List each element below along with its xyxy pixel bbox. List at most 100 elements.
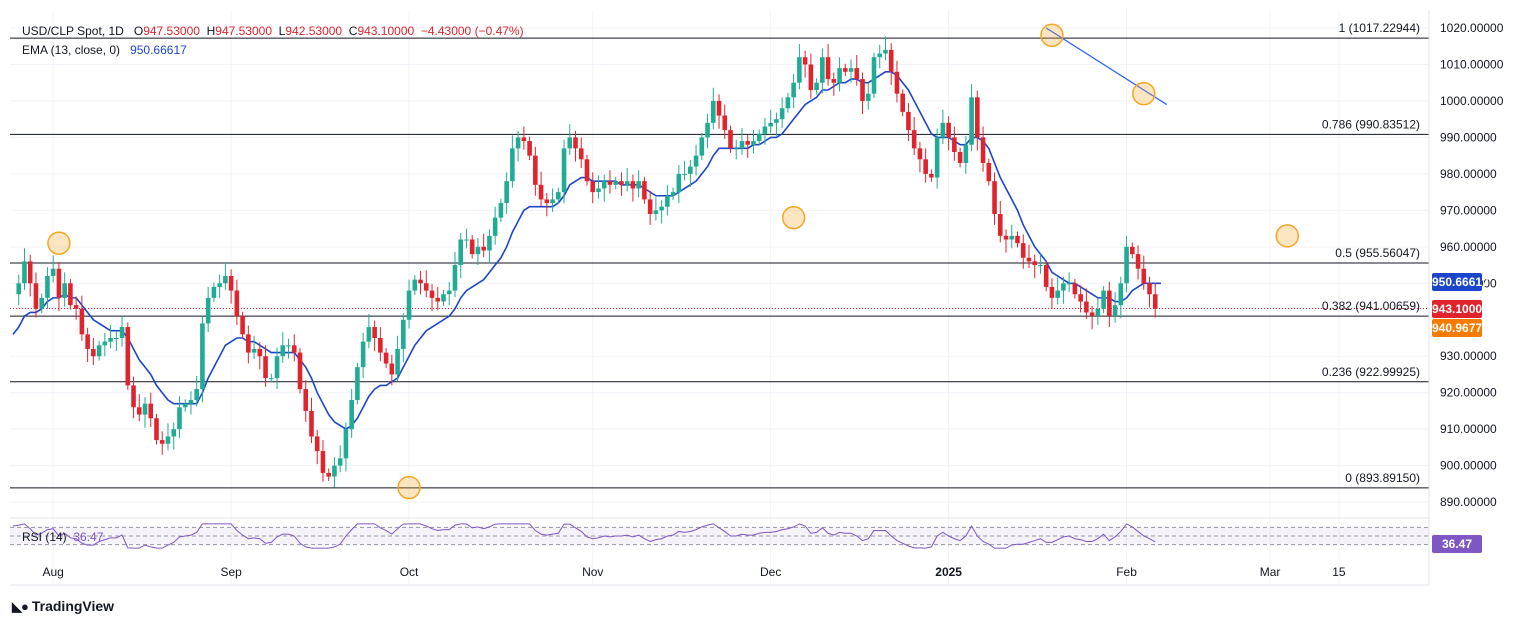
candle-body: [900, 93, 905, 112]
time-tick-label: Mar: [1260, 565, 1281, 579]
candle-body: [378, 337, 383, 353]
candle-body: [165, 436, 171, 444]
candle-body: [538, 184, 544, 200]
candle-body: [854, 68, 860, 80]
candle-body: [326, 472, 331, 477]
candle-body: [779, 108, 785, 120]
candle-body: [997, 213, 1003, 236]
candle-body: [16, 283, 22, 295]
price-tick-label: 920.00000: [1440, 386, 1497, 400]
time-tick-label: Aug: [43, 565, 64, 579]
candle-body: [865, 93, 871, 101]
candle-body: [963, 144, 969, 163]
candle-body: [607, 181, 613, 185]
time-tick-label: 2025: [935, 565, 962, 579]
candle-body: [343, 429, 349, 459]
price-tick-label: 900.00000: [1440, 459, 1497, 473]
candle-body: [1072, 283, 1078, 295]
legend-ohlc: USD/CLP Spot, 1D O947.53000 H947.53000 L…: [22, 24, 524, 38]
candle-body: [1141, 268, 1147, 284]
candle-body: [561, 148, 567, 193]
candle-body: [802, 57, 808, 65]
ema-price-badge: 950.66617: [1432, 273, 1489, 291]
candle-body: [814, 82, 819, 90]
candle-body: [263, 356, 268, 379]
candle-body: [860, 79, 865, 101]
candle-body: [929, 173, 934, 178]
fib-level-label: 0.5 (955.56047): [1335, 246, 1420, 260]
candle-body: [797, 57, 802, 83]
tradingview-logo[interactable]: ◣● TradingView: [12, 598, 114, 615]
candle-body: [659, 206, 664, 211]
candles: [16, 36, 1158, 488]
candle-body: [1147, 283, 1152, 295]
candle-body: [79, 308, 85, 335]
candle-body: [22, 261, 27, 284]
candle-body: [286, 345, 291, 347]
candle-body: [50, 268, 56, 276]
candle-body: [383, 352, 389, 364]
candle-body: [246, 334, 251, 353]
price-tick-label: 990.00000: [1440, 130, 1497, 144]
candle-body: [601, 181, 607, 189]
candle-body: [33, 283, 39, 309]
swing-marker: [1275, 224, 1300, 248]
candle-body: [401, 319, 406, 349]
candle-body: [154, 418, 159, 441]
candle-body: [533, 155, 538, 185]
candle-body: [670, 192, 676, 196]
close-price-badge: 943.10000: [1432, 300, 1489, 318]
time-axis[interactable]: Aug Sep Oct Nov Dec 2025 Feb Mar 15: [43, 565, 1346, 579]
candle-body: [418, 279, 423, 284]
candle-body: [877, 53, 883, 58]
candle-body: [441, 294, 446, 302]
price-tick-label: 930.00000: [1440, 349, 1497, 363]
candle-body: [906, 111, 911, 131]
candle-body: [515, 137, 521, 149]
candle-body: [768, 122, 773, 127]
swing-marker: [47, 231, 71, 255]
candle-body: [1089, 312, 1095, 317]
candle-body: [389, 363, 395, 375]
price-tick-label: 980.00000: [1440, 167, 1497, 181]
high-value: 947.53000: [215, 24, 272, 38]
candle-body: [1055, 290, 1060, 298]
candle-body: [946, 122, 951, 138]
candle-body: [894, 71, 900, 94]
candle-body: [177, 407, 182, 430]
candle-body: [510, 148, 515, 182]
candle-body: [182, 403, 188, 408]
open-value: 947.53000: [143, 24, 200, 38]
candle-body: [131, 385, 136, 408]
candle-body: [745, 141, 751, 145]
candle-body: [1124, 246, 1129, 284]
candle-body: [544, 199, 550, 204]
price-axis[interactable]: 1020.00000 1010.00000 1000.00000 990.00000 9…: [1440, 21, 1504, 509]
symbol-label[interactable]: USD/CLP Spot, 1D: [22, 24, 124, 38]
ema-label[interactable]: EMA (13, close, 0): [22, 43, 121, 57]
ema-value: 950.66617: [130, 43, 187, 57]
high-label: H: [206, 24, 216, 38]
rsi-value-badge: 36.47: [1432, 535, 1482, 553]
candle-body: [567, 137, 573, 149]
candle-body: [923, 159, 928, 174]
candle-body: [194, 389, 199, 400]
candle-body: [917, 148, 923, 160]
close-value: 943.10000: [357, 24, 415, 38]
candle-body: [578, 148, 584, 160]
candle-body: [1095, 308, 1101, 317]
candle-body: [573, 137, 578, 149]
candle-body: [114, 337, 119, 339]
candle-body: [550, 199, 555, 204]
candle-body: [831, 79, 837, 83]
candle-body: [699, 137, 705, 156]
candle-body: [1152, 294, 1158, 309]
swing-marker: [397, 475, 421, 500]
candle-body: [171, 429, 177, 437]
price-tick-label: 970.00000: [1440, 203, 1497, 217]
candle-body: [355, 367, 360, 400]
rsi-label[interactable]: RSI (14): [22, 530, 67, 544]
candle-body: [412, 279, 418, 291]
candle-body: [458, 239, 464, 266]
